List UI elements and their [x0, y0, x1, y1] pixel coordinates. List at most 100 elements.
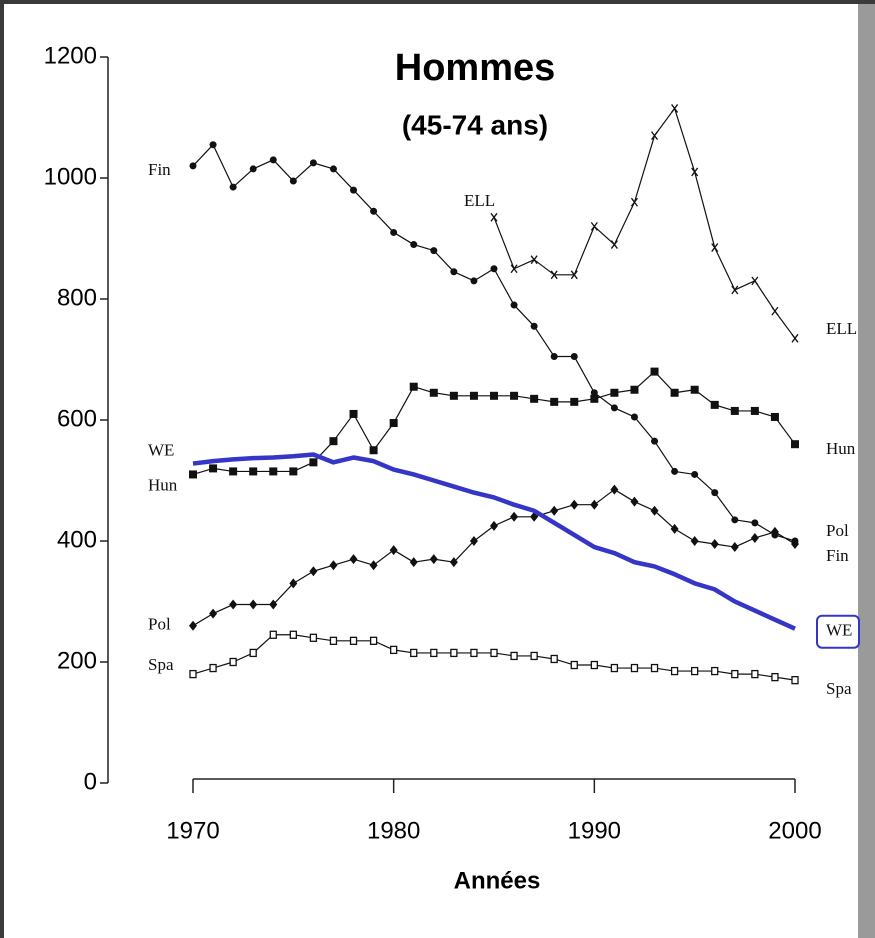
point — [510, 264, 518, 274]
point — [450, 268, 458, 276]
point — [490, 391, 498, 400]
chart-subtitle: (45-74 ans) — [402, 109, 548, 140]
point — [731, 285, 739, 295]
point — [490, 648, 498, 658]
point — [249, 599, 258, 610]
point — [670, 388, 679, 397]
point — [269, 599, 278, 610]
y-tick-label: 0 — [84, 768, 97, 795]
y-tick-label: 400 — [57, 526, 97, 553]
point — [711, 489, 719, 497]
point — [329, 165, 337, 173]
point — [731, 516, 739, 524]
point — [530, 394, 539, 403]
label-box — [816, 614, 860, 649]
point — [429, 554, 438, 565]
point — [751, 669, 759, 679]
point — [530, 255, 538, 265]
point — [550, 270, 558, 280]
point — [530, 651, 538, 661]
point — [249, 467, 258, 476]
point — [349, 409, 358, 418]
point — [650, 505, 659, 516]
point — [570, 660, 578, 670]
point — [189, 470, 197, 479]
point — [771, 306, 779, 316]
series-line — [192, 452, 796, 631]
point — [469, 391, 478, 400]
point — [610, 484, 619, 495]
point — [349, 636, 358, 645]
point — [409, 557, 418, 568]
point — [389, 545, 398, 556]
series-label-right: Fin — [826, 546, 849, 565]
y-tick-label: 1000 — [44, 163, 97, 190]
point — [791, 333, 799, 343]
point — [710, 400, 719, 409]
point — [610, 388, 619, 397]
point — [791, 676, 799, 685]
series-label-left: Fin — [148, 160, 171, 179]
point — [309, 633, 318, 642]
point — [651, 131, 659, 141]
point — [691, 470, 699, 478]
point — [309, 566, 318, 577]
series-label-right: WE — [826, 621, 852, 640]
point — [791, 440, 799, 449]
point — [189, 669, 197, 679]
point — [651, 437, 659, 445]
point — [449, 391, 458, 400]
series-label-left: Hun — [148, 475, 178, 494]
point — [770, 412, 779, 421]
point — [731, 669, 739, 679]
point — [510, 301, 518, 309]
chart-title: Hommes — [395, 47, 556, 89]
point — [690, 536, 699, 546]
point — [350, 186, 358, 194]
point — [329, 437, 338, 446]
point — [770, 526, 779, 537]
point — [229, 657, 237, 667]
point — [490, 212, 498, 222]
y-tick-label: 800 — [57, 284, 97, 311]
point — [610, 663, 619, 673]
point — [189, 162, 197, 170]
point — [630, 413, 638, 421]
point — [370, 207, 378, 215]
point — [510, 511, 519, 522]
point — [409, 382, 418, 391]
x-tick-label: 1980 — [367, 817, 420, 844]
point — [751, 519, 759, 527]
point — [229, 467, 238, 476]
point — [229, 183, 237, 191]
point — [570, 352, 578, 360]
point — [650, 367, 659, 376]
point — [449, 557, 458, 568]
point — [369, 560, 378, 571]
point — [510, 391, 519, 400]
point — [369, 446, 378, 455]
point — [209, 608, 218, 619]
point — [209, 464, 218, 473]
point — [710, 539, 719, 550]
point — [289, 467, 298, 476]
point — [410, 648, 418, 658]
x-tick-label: 1970 — [166, 817, 219, 844]
point — [309, 159, 317, 167]
point — [711, 243, 719, 252]
point — [189, 620, 197, 631]
point — [610, 404, 618, 412]
point — [610, 240, 618, 249]
point — [530, 322, 538, 330]
point — [469, 536, 478, 546]
point — [671, 467, 679, 475]
point — [249, 165, 257, 173]
point — [771, 672, 779, 682]
point — [289, 578, 298, 589]
point — [289, 177, 297, 185]
series-label-right: Pol — [826, 521, 849, 540]
point — [289, 630, 297, 639]
point — [750, 532, 759, 543]
point — [229, 599, 238, 610]
